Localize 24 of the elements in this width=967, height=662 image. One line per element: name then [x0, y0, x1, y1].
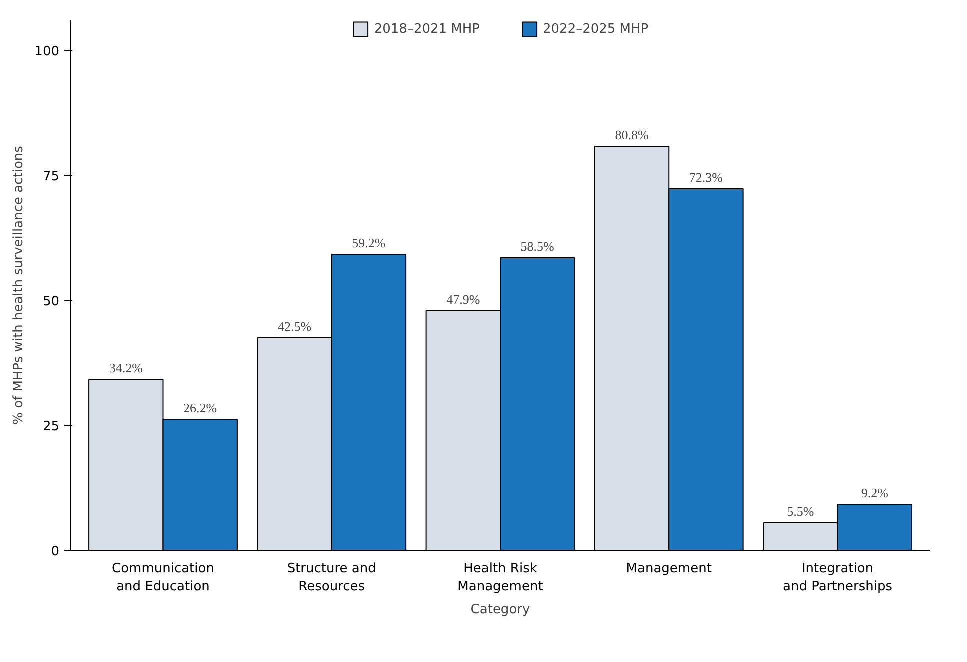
data-label: 26.2%	[184, 400, 218, 416]
data-label: 5.5%	[787, 504, 814, 519]
x-tick-label: Communication and Education	[112, 562, 214, 594]
y-tick-label: 100	[34, 44, 60, 60]
data-label: 34.2%	[109, 360, 144, 376]
x-axis-title: Category	[470, 602, 530, 618]
y-tick-label: 25	[42, 420, 60, 434]
y-tick-label: 75	[42, 170, 60, 184]
x-tick-label: Management	[626, 562, 712, 576]
x-tick-label: Structure and Resources	[287, 562, 376, 594]
x-tick-label: Health Risk Management	[458, 562, 544, 594]
x-tick-label: Integration and Partnerships	[783, 562, 893, 594]
data-label: 9.2%	[861, 486, 889, 500]
data-label: 58.5%	[520, 239, 555, 254]
y-tick-label: 50	[42, 294, 60, 310]
data-label: 47.9%	[446, 292, 480, 307]
y-tick-label: 0	[51, 544, 60, 560]
legend-label: 2018–2021 MHP	[374, 22, 480, 36]
y-axis-title: % of MHPs with health surveillance actions	[12, 146, 27, 425]
data-label: 59.2%	[352, 236, 386, 250]
data-label: 42.5%	[278, 319, 312, 334]
legend-label: 2022–2025 MHP	[543, 22, 649, 36]
data-label: 80.8%	[615, 128, 649, 142]
data-label: 72.3%	[689, 170, 724, 185]
